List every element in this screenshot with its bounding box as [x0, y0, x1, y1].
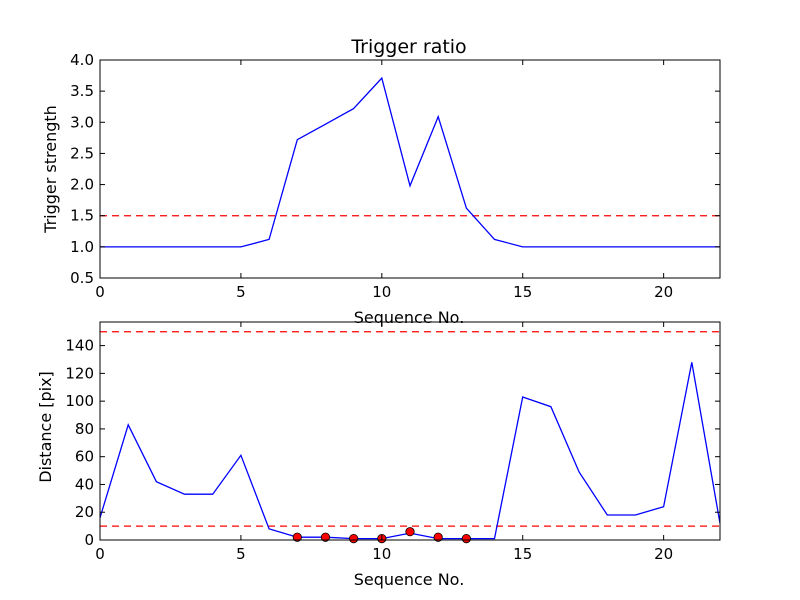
y-tick-label: 60 — [75, 448, 94, 466]
data-point-marker — [405, 527, 415, 537]
y-tick-label: 0.5 — [70, 269, 94, 287]
y-tick-label: 2.5 — [70, 144, 94, 162]
y-tick-label: 0 — [84, 531, 94, 549]
y-tick-label: 80 — [75, 420, 94, 438]
x-axis-label: Sequence No. — [354, 308, 465, 327]
y-tick-label: 140 — [65, 337, 94, 355]
y-tick-label: 20 — [75, 503, 94, 521]
x-tick-label: 0 — [95, 283, 105, 301]
distance-plot: Sequence No. Distance [pix] 0 5 10 15 20 0 20 4… — [36, 321, 721, 589]
x-tick-label: 10 — [372, 283, 391, 301]
chart-title: Trigger ratio — [350, 36, 466, 58]
x-tick-label: 15 — [513, 545, 532, 563]
x-tick-label: 15 — [513, 283, 532, 301]
x-tick-label: 20 — [654, 545, 673, 563]
data-point-marker — [349, 534, 359, 544]
x-tick-label: 20 — [654, 283, 673, 301]
data-point-marker — [461, 534, 471, 544]
plot-frame — [99, 321, 721, 541]
plot-frame — [99, 59, 721, 279]
x-tick-label: 5 — [236, 283, 246, 301]
y-tick-label: 120 — [65, 364, 94, 382]
y-tick-label: 40 — [75, 475, 94, 493]
y-axis-label: Trigger strength — [41, 105, 60, 234]
y-tick-label: 4.0 — [70, 51, 94, 69]
data-point-marker — [320, 532, 331, 542]
series-line — [100, 76, 720, 248]
y-tick-label: 1.5 — [70, 207, 94, 225]
data-point-marker — [292, 532, 302, 542]
y-tick-label: 2.0 — [70, 176, 94, 194]
x-tick-label: 5 — [236, 545, 246, 563]
x-tick-label: 0 — [95, 545, 105, 563]
y-tick-label: 100 — [65, 392, 94, 410]
series-line — [99, 362, 721, 540]
x-tick-label: 10 — [372, 545, 391, 563]
data-point-marker — [433, 532, 443, 542]
y-tick-label: 1.0 — [70, 238, 94, 256]
y-tick-label: 3.0 — [70, 113, 94, 131]
y-axis-label: Distance [pix] — [36, 371, 55, 483]
trigger-ratio-plot: Trigger ratio Sequence No. Trigger stren… — [41, 36, 721, 327]
y-tick-label: 3.5 — [70, 82, 94, 100]
x-axis-label: Sequence No. — [354, 570, 465, 589]
